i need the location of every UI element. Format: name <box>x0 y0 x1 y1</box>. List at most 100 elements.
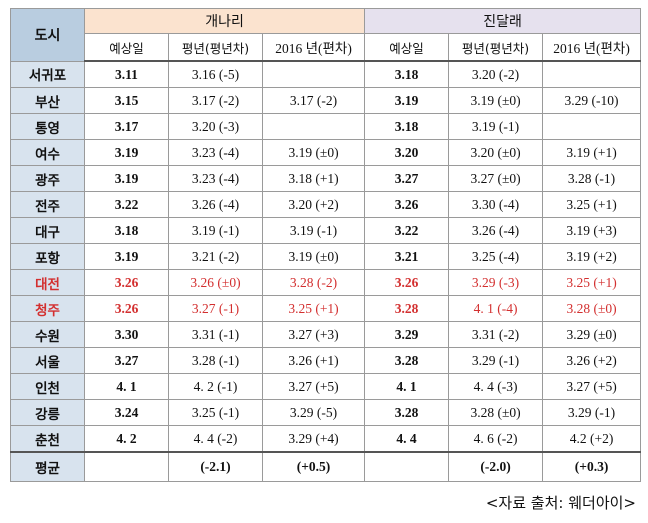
cell-forsythia-2016: 3.26 (+1) <box>261 347 366 374</box>
cell-azalea-expected: 4. 1 <box>364 373 450 400</box>
cell-forsythia-expected: 3.24 <box>84 399 169 426</box>
cell-forsythia-normal: 4. 2 (-1) <box>168 373 263 400</box>
cell-azalea-expected: 3.29 <box>364 321 450 348</box>
cell-azalea-expected: 3.28 <box>364 347 450 374</box>
cell-azalea-normal: 3.29 (-1) <box>448 347 544 374</box>
header-col-azalea-normal: 평년(평년차) <box>448 33 544 62</box>
cell-azalea-expected: 3.20 <box>364 139 450 166</box>
table-row: 대구 3.18 3.19 (-1) 3.19 (-1) 3.22 3.26 (-4) 3.1… <box>10 217 642 244</box>
city-name: 여수 <box>10 139 85 166</box>
cell-azalea-2016 <box>542 60 642 88</box>
cell-forsythia-normal: 3.26 (-4) <box>168 191 263 218</box>
table-row: 서울 3.27 3.28 (-1) 3.26 (+1) 3.28 3.29 (-1) 3.2… <box>10 347 642 374</box>
cell-forsythia-2016: 3.27 (+5) <box>261 373 366 400</box>
cell-forsythia-expected: 3.17 <box>84 113 169 140</box>
cell-azalea-expected: 3.26 <box>364 191 450 218</box>
cell-forsythia-expected: 3.19 <box>84 139 169 166</box>
city-name: 대구 <box>10 217 85 244</box>
cell-forsythia-2016: (+0.5) <box>261 451 366 482</box>
city-name: 서울 <box>10 347 85 374</box>
cell-azalea-2016: 3.25 (+1) <box>542 191 642 218</box>
header-group-azalea: 진달래 <box>364 8 642 34</box>
cell-azalea-expected: 4. 4 <box>364 425 450 453</box>
city-name: 통영 <box>10 113 85 140</box>
table-row: 부산 3.15 3.17 (-2) 3.17 (-2) 3.19 3.19 (±0) 3.2… <box>10 87 642 114</box>
table-row: 인천 4. 1 4. 2 (-1) 3.27 (+5) 4. 1 4. 4 (-3) 3.2… <box>10 373 642 400</box>
cell-azalea-expected: 3.19 <box>364 87 450 114</box>
city-name: 대전 <box>10 269 85 296</box>
cell-azalea-2016: 3.26 (+2) <box>542 347 642 374</box>
table-row: 통영 3.17 3.20 (-3) 3.18 3.19 (-1) <box>10 113 642 140</box>
cell-azalea-2016: 3.19 (+1) <box>542 139 642 166</box>
cell-azalea-normal: 4. 1 (-4) <box>448 295 544 322</box>
cell-forsythia-2016 <box>261 60 366 88</box>
cell-azalea-2016: 3.25 (+1) <box>542 269 642 296</box>
cell-azalea-expected: 3.27 <box>364 165 450 192</box>
city-name: 청주 <box>10 295 85 322</box>
cell-azalea-expected: 3.28 <box>364 295 450 322</box>
header-col-forsythia-expected: 예상일 <box>84 33 169 62</box>
header-col-azalea-expected: 예상일 <box>364 33 450 62</box>
cell-azalea-normal: 3.19 (±0) <box>448 87 544 114</box>
cell-azalea-2016: 3.29 (±0) <box>542 321 642 348</box>
cell-azalea-normal: 3.29 (-3) <box>448 269 544 296</box>
cell-forsythia-2016: 3.25 (+1) <box>261 295 366 322</box>
cell-azalea-2016: 3.29 (-1) <box>542 399 642 426</box>
city-name: 춘천 <box>10 425 85 453</box>
header-city: 도시 <box>10 8 85 62</box>
cell-forsythia-expected: 3.26 <box>84 295 169 322</box>
cell-forsythia-2016: 3.20 (+2) <box>261 191 366 218</box>
cell-forsythia-normal: 3.23 (-4) <box>168 165 263 192</box>
cell-forsythia-normal: 3.21 (-2) <box>168 243 263 270</box>
city-name: 인천 <box>10 373 85 400</box>
cell-azalea-normal: 4. 4 (-3) <box>448 373 544 400</box>
cell-azalea-normal: 3.20 (±0) <box>448 139 544 166</box>
header-row-columns: 예상일 평년(평년차) 2016 년(편차) 예상일 평년(평년차) 2016 … <box>11 33 642 62</box>
city-name: 평균 <box>10 451 85 482</box>
cell-azalea-normal: 3.28 (±0) <box>448 399 544 426</box>
cell-azalea-normal: 3.26 (-4) <box>448 217 544 244</box>
cell-forsythia-normal: 3.20 (-3) <box>168 113 263 140</box>
cell-azalea-normal: 3.19 (-1) <box>448 113 544 140</box>
cell-forsythia-normal: 3.19 (-1) <box>168 217 263 244</box>
source-note: <자료 출처: 웨더아이> <box>485 494 636 512</box>
table-row: 청주 3.26 3.27 (-1) 3.25 (+1) 3.28 4. 1 (-4) 3.2… <box>10 295 642 322</box>
header-col-forsythia-normal: 평년(평년차) <box>168 33 263 62</box>
table-row: 여수 3.19 3.23 (-4) 3.19 (±0) 3.20 3.20 (±0) 3.1… <box>10 139 642 166</box>
cell-azalea-normal: 3.31 (-2) <box>448 321 544 348</box>
city-name: 광주 <box>10 165 85 192</box>
table-row: 서귀포 3.11 3.16 (-5) 3.18 3.20 (-2) <box>10 60 642 88</box>
cell-forsythia-expected: 3.26 <box>84 269 169 296</box>
cell-azalea-2016: 3.28 (-1) <box>542 165 642 192</box>
cell-forsythia-expected: 3.22 <box>84 191 169 218</box>
cell-forsythia-2016: 3.29 (+4) <box>261 425 366 453</box>
cell-azalea-normal: 3.27 (±0) <box>448 165 544 192</box>
header-col-azalea-2016: 2016 년(편차) <box>542 33 642 62</box>
cell-azalea-2016: (+0.3) <box>542 451 642 482</box>
cell-forsythia-normal: 3.17 (-2) <box>168 87 263 114</box>
cell-azalea-2016: 4.2 (+2) <box>542 425 642 453</box>
table-row: 전주 3.22 3.26 (-4) 3.20 (+2) 3.26 3.30 (-4) 3.2… <box>10 191 642 218</box>
cell-azalea-2016: 3.19 (+2) <box>542 243 642 270</box>
cell-azalea-normal: 3.25 (-4) <box>448 243 544 270</box>
cell-azalea-normal: 4. 6 (-2) <box>448 425 544 453</box>
header-col-forsythia-2016: 2016 년(편차) <box>261 33 366 62</box>
header-row-groups: 도시 개나리 진달래 <box>10 8 642 62</box>
cell-azalea-expected: 3.18 <box>364 60 450 88</box>
cell-forsythia-normal: 3.31 (-1) <box>168 321 263 348</box>
city-name: 서귀포 <box>10 60 85 88</box>
table-row: 포항 3.19 3.21 (-2) 3.19 (±0) 3.21 3.25 (-4) 3.1… <box>10 243 642 270</box>
cell-forsythia-2016: 3.19 (±0) <box>261 139 366 166</box>
cell-azalea-expected <box>364 451 450 482</box>
cell-forsythia-normal: 3.28 (-1) <box>168 347 263 374</box>
cell-forsythia-2016: 3.18 (+1) <box>261 165 366 192</box>
cell-forsythia-normal: 3.25 (-1) <box>168 399 263 426</box>
cell-azalea-2016: 3.27 (+5) <box>542 373 642 400</box>
cell-forsythia-normal: 3.16 (-5) <box>168 60 263 88</box>
cell-forsythia-expected: 3.11 <box>84 60 169 88</box>
cell-azalea-2016: 3.29 (-10) <box>542 87 642 114</box>
cell-azalea-expected: 3.26 <box>364 269 450 296</box>
table-row: 강릉 3.24 3.25 (-1) 3.29 (-5) 3.28 3.28 (±0) 3.2… <box>10 399 642 426</box>
cell-forsythia-expected <box>84 451 169 482</box>
forecast-table: 도시 개나리 진달래 예상일 평년(평년차) 2016 년(편차) 예상일 평년… <box>10 8 642 482</box>
